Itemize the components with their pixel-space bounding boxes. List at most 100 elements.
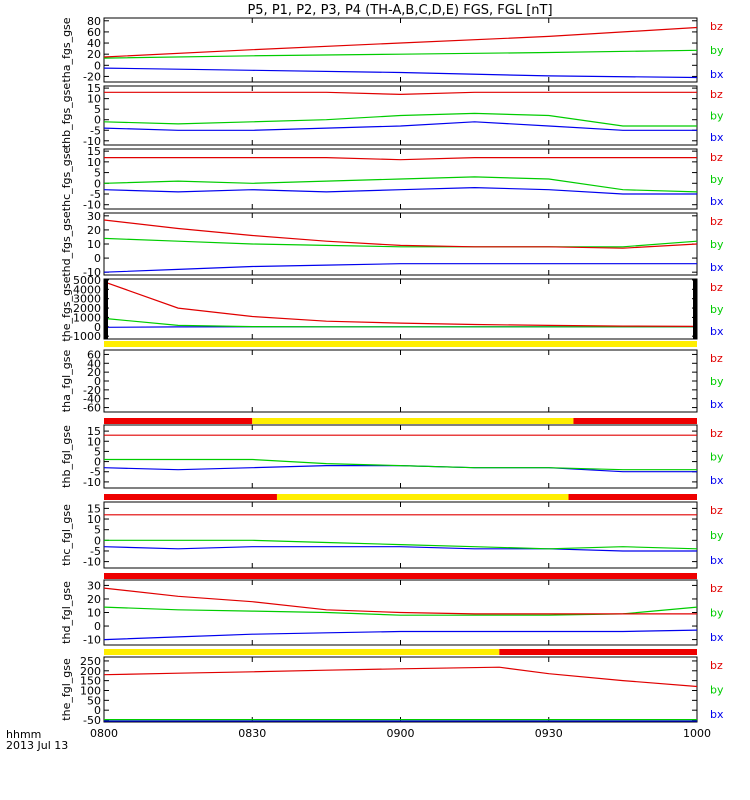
y-tick-label: 3000 xyxy=(73,293,101,306)
legend-by: by xyxy=(710,375,724,388)
y-axis-label: tha_fgs_gse xyxy=(60,17,73,82)
series-line-bx xyxy=(103,263,697,273)
y-tick-label: -5 xyxy=(90,188,101,201)
legend-bz: bz xyxy=(710,281,723,294)
y-tick-label: 0 xyxy=(94,114,101,127)
y-tick-label: 10 xyxy=(87,156,101,169)
legend-by: by xyxy=(710,238,724,251)
legend-bz: bz xyxy=(710,151,723,164)
series-line-bz xyxy=(104,91,697,96)
y-tick-label: 30 xyxy=(87,579,101,592)
y-tick-label: 60 xyxy=(87,348,101,361)
y-tick-label: 20 xyxy=(87,593,101,606)
y-tick-label: -20 xyxy=(83,384,101,397)
legend-bz: bz xyxy=(710,352,723,365)
y-tick-label: 200 xyxy=(80,665,101,678)
y-tick-label: 5 xyxy=(94,445,101,458)
panel-frame xyxy=(103,656,698,723)
y-tick-label: 5000 xyxy=(73,274,101,287)
y-tick-label: 20 xyxy=(87,224,101,237)
series-line-by xyxy=(103,237,698,248)
y-tick-label: 0 xyxy=(94,620,101,633)
legend-bx: bx xyxy=(710,68,724,81)
panel-frame xyxy=(103,501,698,569)
x-tick-label: 1000 xyxy=(683,727,711,740)
y-tick-label: 20 xyxy=(87,366,101,379)
series-line-bz xyxy=(103,281,698,327)
x-tick-label: 0830 xyxy=(238,727,266,740)
y-tick-label: 10 xyxy=(87,435,101,448)
legend-bx: bx xyxy=(710,131,724,144)
legend-bz: bz xyxy=(710,215,723,228)
y-axis-label: the_fgs_gse xyxy=(60,276,73,341)
series-line-bx xyxy=(103,629,698,641)
x-axis: 0800 0830 0900 0930 1000 xyxy=(90,727,711,740)
legend-by: by xyxy=(710,684,724,697)
y-tick-label: 2000 xyxy=(73,302,101,315)
y-axis-label: thd_fgs_gse xyxy=(60,211,73,277)
y-tick-label: -10 xyxy=(83,199,101,212)
y-axis-label: the_fgl_gse xyxy=(60,658,73,721)
y-tick-label: 0 xyxy=(94,321,101,334)
state-bar-segment xyxy=(573,418,697,424)
y-axis-label: thc_fgl_gse xyxy=(60,504,73,566)
legend-bx: bx xyxy=(710,261,724,274)
x-tick-label: 0930 xyxy=(535,727,563,740)
edge-markers xyxy=(104,279,697,339)
series-line-bz xyxy=(103,666,698,688)
state-bar-segment xyxy=(252,418,574,424)
state-bar-segment xyxy=(104,418,253,424)
y-tick-label: 10 xyxy=(87,93,101,106)
series-line-bz xyxy=(103,26,698,58)
y-axis-label: tha_fgl_gse xyxy=(60,350,73,413)
y-tick-label: 0 xyxy=(94,375,101,388)
y-axis-label: thc_fgs_gse xyxy=(60,147,73,212)
y-tick-label: 0 xyxy=(94,177,101,190)
y-tick-label: 5 xyxy=(94,103,101,116)
y-tick-label: 15 xyxy=(87,425,101,438)
panel-frame xyxy=(103,212,698,276)
y-tick-label: -50 xyxy=(83,714,101,727)
panel-frame xyxy=(103,424,698,489)
y-tick-label: -10 xyxy=(83,556,101,569)
edge-marker-left xyxy=(104,279,108,339)
legend-bz: bz xyxy=(710,504,723,517)
series-line-bx xyxy=(103,67,698,79)
legend-bx: bx xyxy=(710,708,724,721)
series-line-bz xyxy=(103,219,698,249)
y-tick-label: 0 xyxy=(94,59,101,72)
state-bar-segment xyxy=(104,573,697,579)
legend-by: by xyxy=(710,607,724,620)
y-tick-label: 0 xyxy=(94,704,101,717)
series-line-bx xyxy=(103,186,697,195)
legend-bx: bx xyxy=(710,398,724,411)
y-tick-label: 1000 xyxy=(73,311,101,324)
legend-by: by xyxy=(710,303,724,316)
y-tick-label: 0 xyxy=(94,534,101,547)
state-bar-segment xyxy=(568,494,697,500)
y-axis-label: thb_fgs_gse xyxy=(60,83,73,149)
y-tick-label: 10 xyxy=(87,238,101,251)
y-tick-label: 60 xyxy=(87,26,101,39)
x-tick-label: 0900 xyxy=(387,727,415,740)
legend-by: by xyxy=(710,44,724,57)
y-tick-label: 150 xyxy=(80,675,101,688)
y-tick-label: -5 xyxy=(90,124,101,137)
y-tick-label: 5 xyxy=(94,167,101,180)
state-bar-segment xyxy=(104,494,277,500)
y-tick-label: 15 xyxy=(87,145,101,158)
y-tick-label: 0 xyxy=(94,456,101,469)
y-tick-label: 250 xyxy=(80,655,101,668)
x-tick-label: 0800 xyxy=(90,727,118,740)
y-tick-label: -40 xyxy=(83,393,101,406)
y-tick-label: -20 xyxy=(83,70,101,83)
series-line-by xyxy=(104,539,698,550)
legend-bx: bx xyxy=(710,554,724,567)
series-line-by xyxy=(103,317,697,328)
